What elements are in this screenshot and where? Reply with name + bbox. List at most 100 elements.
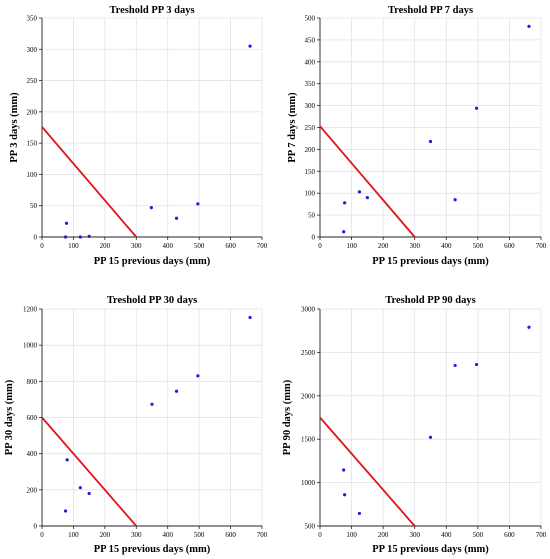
chart-1-threshold-line <box>41 126 137 238</box>
chart-4-x-tick-label: 300 <box>409 531 420 539</box>
chart-1-x-tick-label: 200 <box>100 242 111 250</box>
chart-1-x-tick-label: 700 <box>257 242 268 250</box>
chart-2-data-point <box>428 139 433 144</box>
chart-1-y-tick-label: 150 <box>27 140 38 148</box>
chart-4-x-tick-label: 700 <box>536 531 547 539</box>
chart-4-data-point <box>357 511 362 516</box>
chart-2-x-tick-label: 500 <box>473 242 484 250</box>
chart-2-x-tick-label: 300 <box>409 242 420 250</box>
chart-4-x-tick-label: 0 <box>318 531 322 539</box>
chart-1-x-tick-label: 600 <box>225 242 236 250</box>
chart-4-y-tick-label: 2500 <box>301 349 316 357</box>
chart-3-y-tick-label: 0 <box>34 523 38 531</box>
chart-1-y-tick-label: 300 <box>27 46 38 54</box>
chart-3-data-point <box>63 509 68 513</box>
chart-3-x-tick-label: 100 <box>68 531 79 539</box>
chart-2-x-tick-label: 200 <box>378 242 389 250</box>
chart-4-data-point <box>342 468 346 472</box>
chart-1-data-point <box>63 235 68 239</box>
chart-4-x-label: PP 15 previous days (mm) <box>372 544 489 555</box>
chart-2-data-point <box>453 198 457 202</box>
chart-2-data-point <box>527 24 531 28</box>
chart-2-y-tick-label: 150 <box>305 168 316 176</box>
chart-4-y-tick-label: 500 <box>305 523 316 531</box>
chart-2: 0 100 200 300 400 500 600 700 0 50 100 150 200 250 300… <box>287 5 547 267</box>
chart-4-data-point <box>527 325 531 329</box>
chart-3-x-label: PP 15 previous days (mm) <box>94 544 211 555</box>
chart-3-x-tick-label: 200 <box>100 531 111 539</box>
chart-1-x-label: PP 15 previous days (mm) <box>94 256 211 267</box>
chart-3-x-tick-label: 0 <box>40 531 44 539</box>
chart-4: 0 100 200 300 400 500 600 700 500 1000 1500 2000 250… <box>282 295 547 555</box>
chart-1-y-label: PP 3 days (mm) <box>9 92 20 163</box>
chart-4-x-tick-label: 500 <box>473 531 484 539</box>
chart-2-y-tick-label: 50 <box>308 212 316 220</box>
chart-3-x-tick-label: 600 <box>225 531 236 539</box>
chart-4-data-point <box>428 435 433 439</box>
chart-2-y-tick-label: 200 <box>305 146 316 154</box>
chart-2-data-point <box>357 190 362 194</box>
chart-4-x-tick-label: 200 <box>378 531 389 539</box>
chart-1-y-tick-label: 200 <box>27 108 38 116</box>
chart-3-title: Treshold PP 30 days <box>107 295 197 306</box>
chart-2-y-tick-label: 0 <box>312 234 316 242</box>
chart-3-x-tick-label: 400 <box>162 531 173 539</box>
chart-2-threshold-line <box>319 125 416 238</box>
chart-1-x-tick-label: 500 <box>194 242 205 250</box>
chart-3-threshold-line <box>41 416 137 527</box>
chart-3-data-point <box>248 315 252 320</box>
chart-1-data-point <box>149 205 153 210</box>
chart-3-y-tick-label: 1200 <box>23 306 38 314</box>
chart-3-data-point <box>196 374 200 378</box>
chart-3-x-tick-label: 500 <box>194 531 205 539</box>
chart-4-title: Treshold PP 90 days <box>385 295 475 306</box>
chart-2-x-tick-label: 0 <box>318 242 322 250</box>
chart-1-x-tick-label: 0 <box>40 242 44 250</box>
chart-4-y-tick-label: 1500 <box>301 436 316 444</box>
chart-1-y-tick-label: 250 <box>27 77 38 85</box>
chart-4-data-point <box>343 493 347 497</box>
chart-3-data-point <box>65 458 69 462</box>
chart-1-y-tick-label: 50 <box>30 202 38 210</box>
chart-1-data-point <box>174 216 179 220</box>
chart-1-y-tick-label: 350 <box>27 15 38 23</box>
chart-1: 0 100 200 300 400 500 600 700 0 50 100 150 200 250 300… <box>9 5 268 267</box>
chart-1-y-tick-label: 0 <box>34 234 38 242</box>
chart-4-threshold-line <box>319 416 416 527</box>
chart-4-y-tick-label: 1000 <box>301 479 316 487</box>
chart-2-data-point <box>343 201 347 205</box>
chart-2-data-point <box>474 106 479 110</box>
chart-4-y-tick-label: 2000 <box>301 392 316 400</box>
chart-2-y-label: PP 7 days (mm) <box>287 92 298 163</box>
chart-3: 0 100 200 300 400 500 600 700 0 200 400 600 800 1000 1… <box>4 295 268 555</box>
chart-2-data-point <box>342 230 346 234</box>
chart-2-x-tick-label: 400 <box>441 242 452 250</box>
chart-3-data-point <box>78 486 82 490</box>
chart-2-y-tick-label: 300 <box>305 102 316 110</box>
chart-2-x-tick-label: 100 <box>346 242 357 250</box>
chart-1-data-point <box>248 44 252 48</box>
chart-3-y-tick-label: 600 <box>27 414 38 422</box>
chart-3-y-tick-label: 1000 <box>23 342 38 350</box>
chart-3-y-tick-label: 800 <box>27 378 38 386</box>
chart-3-y-tick-label: 400 <box>27 450 38 458</box>
chart-2-y-tick-label: 400 <box>305 58 316 66</box>
chart-2-x-tick-label: 600 <box>504 242 515 250</box>
chart-2-x-label: PP 15 previous days (mm) <box>372 256 489 267</box>
chart-1-data-point <box>64 221 69 225</box>
chart-1-data-point <box>78 235 82 239</box>
chart-3-x-tick-label: 700 <box>257 531 268 539</box>
chart-1-x-tick-label: 300 <box>131 242 142 250</box>
chart-2-title: Treshold PP 7 days <box>388 5 473 16</box>
chart-1-data-point <box>196 202 200 206</box>
chart-4-x-tick-label: 100 <box>346 531 357 539</box>
chart-1-title: Treshold PP 3 days <box>109 5 194 16</box>
chart-3-data-point <box>174 389 179 393</box>
chart-3-data-point <box>150 402 154 406</box>
chart-4-data-point <box>474 362 479 367</box>
chart-1-data-point <box>87 234 91 238</box>
chart-4-x-tick-label: 600 <box>504 531 515 539</box>
chart-3-y-label: PP 30 days (mm) <box>4 379 15 455</box>
chart-2-y-tick-label: 350 <box>305 80 316 88</box>
